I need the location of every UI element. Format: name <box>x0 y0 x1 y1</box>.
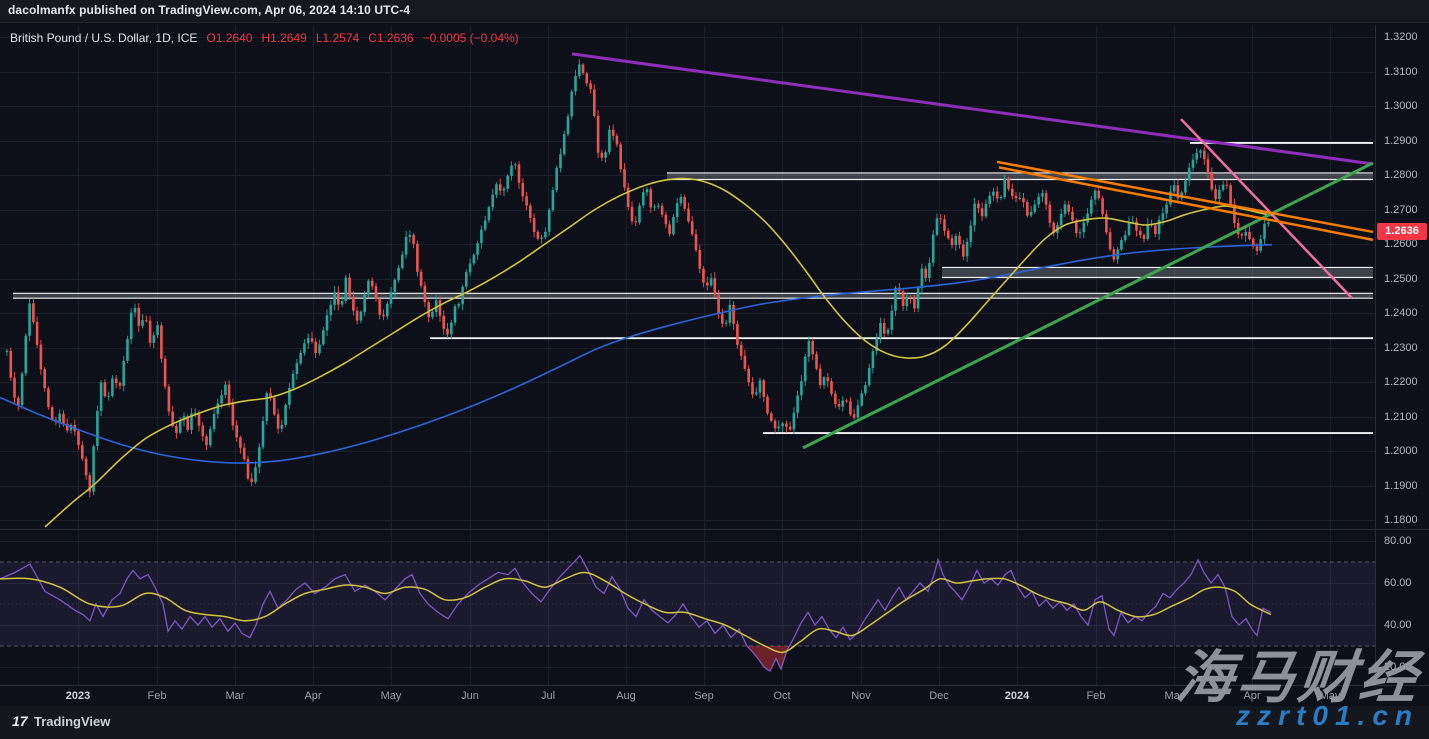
time-tick-label: Apr <box>1243 690 1261 702</box>
time-tick-label: Feb <box>1086 690 1106 702</box>
footer-bar: 17 TradingView <box>0 706 1429 739</box>
price-tick-label: 1.2500 <box>1384 272 1418 285</box>
orange-channel-upper[interactable] <box>996 160 1374 234</box>
price-tick-label: 1.1800 <box>1384 514 1418 526</box>
publish-info-bar: dacolmanfx published on TradingView.com,… <box>0 0 1429 22</box>
tradingview-brand[interactable]: TradingView <box>34 714 111 729</box>
watermark-url-text: zzrt01.cn <box>1236 700 1419 731</box>
price-tick-label: 1.2300 <box>1384 341 1418 354</box>
close-value: C1.2636 <box>368 31 414 45</box>
rsi-tick-label: 60.00 <box>1384 577 1412 589</box>
price-tick-label: 1.2200 <box>1384 376 1418 388</box>
time-tick-label: Sep <box>694 690 714 702</box>
time-tick-label: Aug <box>616 690 636 702</box>
rsi-tick-label: 40.00 <box>1384 619 1412 631</box>
publisher-line: dacolmanfx published on TradingView.com,… <box>8 3 411 17</box>
time-tick-label: Jul <box>540 690 556 702</box>
time-tick-label: May <box>380 690 402 702</box>
time-tick-label: Nov <box>851 690 871 702</box>
price-tick-label: 1.3100 <box>1384 65 1418 78</box>
price-tick-label: 1.2900 <box>1384 134 1418 147</box>
steep-decline-trendline[interactable] <box>1180 118 1353 300</box>
price-tick-label: 1.1900 <box>1384 479 1418 492</box>
descending-major-trendline[interactable] <box>571 52 1374 166</box>
price-tick-label: 1.3200 <box>1384 31 1418 43</box>
price-tick-label: 1.2800 <box>1384 169 1418 181</box>
price-tick-label: 1.3000 <box>1384 100 1418 112</box>
time-tick-label: 2024 <box>1004 690 1030 702</box>
time-tick-label: Mar <box>1164 690 1184 702</box>
price-tick-label: 1.2100 <box>1384 410 1418 423</box>
time-tick-label: Apr <box>304 690 322 702</box>
rsi-tick-label: 20.00 <box>1384 661 1412 673</box>
price-tick-label: 1.2700 <box>1384 203 1418 216</box>
time-tick-label: Feb <box>147 690 167 702</box>
time-tick-label: 2023 <box>65 690 91 702</box>
price-and-rsi-plot[interactable] <box>0 23 1429 707</box>
time-tick-label: Jun <box>461 690 479 702</box>
ascending-support-trendline[interactable] <box>802 161 1374 450</box>
low-value: L1.2574 <box>315 31 360 45</box>
time-tick-label: Dec <box>929 690 949 702</box>
last-price-badge: 1.2636 <box>1377 223 1427 241</box>
symbol-legend: British Pound / U.S. Dollar, 1D, ICE O1.… <box>10 31 519 45</box>
symbol-title: British Pound / U.S. Dollar, 1D, ICE <box>10 31 198 45</box>
orange-channel-lower[interactable] <box>998 166 1374 242</box>
time-tick-label: Mar <box>225 690 245 702</box>
price-tick-label: 1.2600 <box>1384 238 1418 250</box>
time-tick-label: May <box>1319 690 1341 702</box>
tradingview-logo-icon[interactable]: 17 <box>12 713 28 729</box>
rsi-tick-label: 80.00 <box>1384 535 1412 547</box>
chart-area[interactable]: British Pound / U.S. Dollar, 1D, ICE O1.… <box>0 22 1429 707</box>
price-tick-label: 1.2000 <box>1384 445 1418 457</box>
open-value: O1.2640 <box>206 31 253 45</box>
high-value: H1.2649 <box>261 31 307 45</box>
change-value: −0.0005 (−0.04%) <box>422 31 519 45</box>
price-tick-label: 1.2400 <box>1384 307 1418 319</box>
time-tick-label: Oct <box>773 690 791 702</box>
